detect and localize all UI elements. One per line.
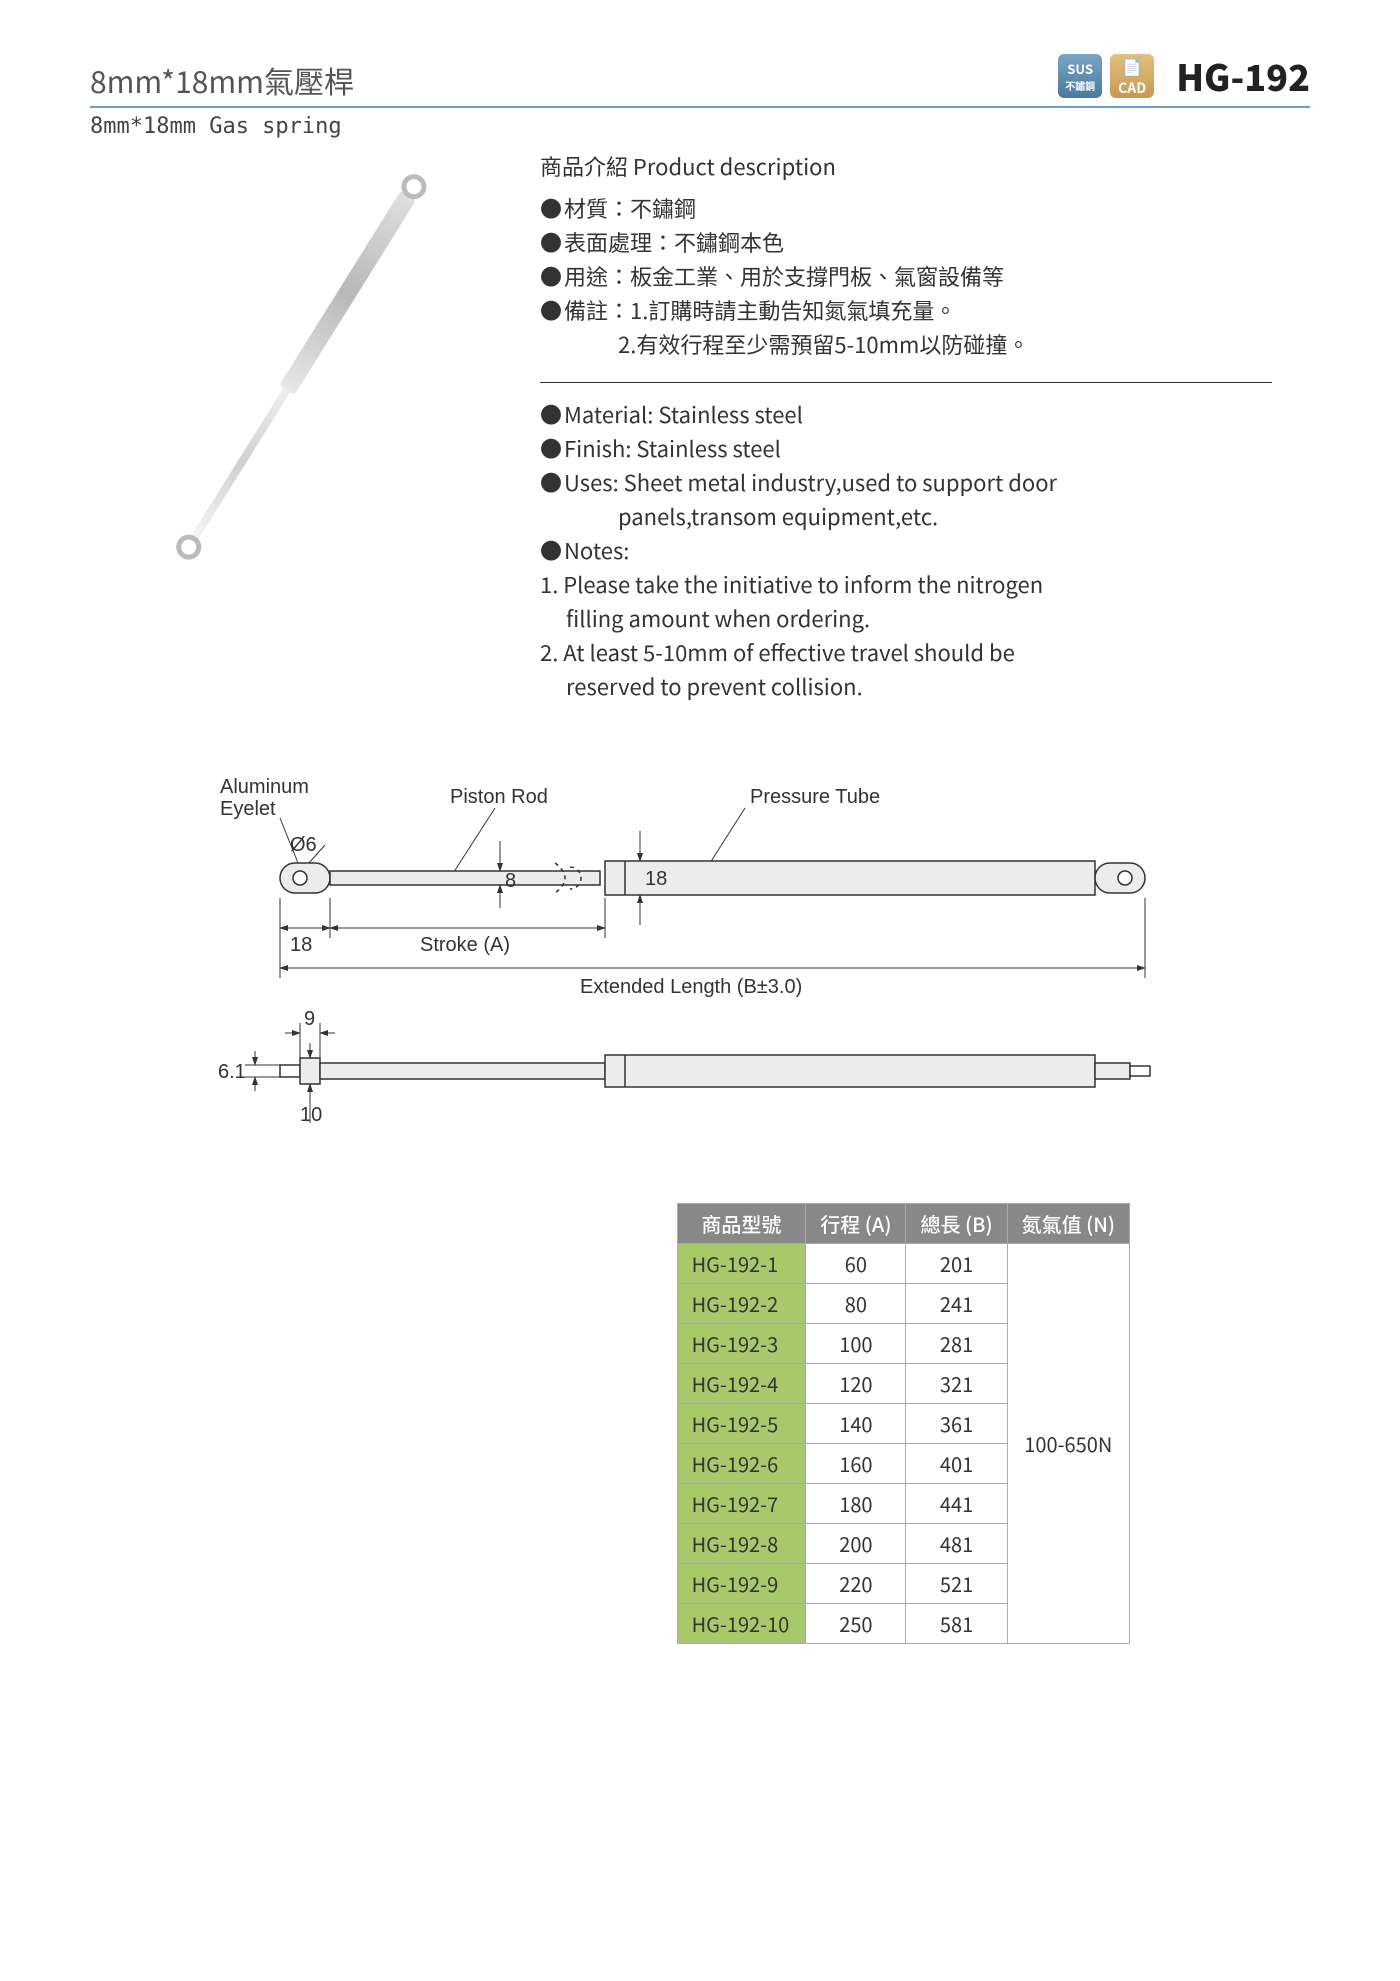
cell-length: 201 [906,1244,1007,1284]
cell-length: 581 [906,1604,1007,1644]
cn-notes-2: 2.有效行程至少需預留5-10mm以防碰撞。 [540,327,1310,361]
cell-stroke: 100 [806,1324,906,1364]
en-uses-l2: panels,transom equipment,etc. [540,499,1310,533]
cell-model: HG-192-6 [677,1444,806,1484]
th-nitrogen: 氮氣值 (N) [1007,1204,1129,1244]
dim-extended-length: Extended Length (B±3.0) [580,976,802,998]
table-row: HG-192-160201100-650N [677,1244,1129,1284]
divider [540,382,1272,383]
dim-hole-dia: Ø6 [290,834,317,856]
spec-table: 商品型號 行程 (A) 總長 (B) 氮氣值 (N) HG-192-160201… [677,1203,1130,1644]
cell-model: HG-192-7 [677,1484,806,1524]
en-note1-l1: 1. Please take the initiative to inform … [540,567,1310,601]
dim-tube-dia: 18 [645,868,667,890]
cell-stroke: 140 [806,1404,906,1444]
cell-length: 401 [906,1444,1007,1484]
top-section: 商品介紹 Product description 材質：不鏽鋼 表面處理：不鏽鋼… [90,149,1310,703]
label-aluminum-l1: Aluminum [220,776,309,798]
cell-length: 321 [906,1364,1007,1404]
cad-badge-icon: CAD [1110,54,1154,98]
sus-badge-icon: SUS 不鏽鋼 [1058,54,1102,98]
description-heading: 商品介紹 Product description [540,149,1310,183]
cn-notes-1: 備註：1.訂購時請主動告知氮氣填充量。 [540,293,1310,327]
dim-side-w: 9 [304,1008,315,1030]
en-note2-l2: reserved to prevent collision. [540,669,1310,703]
cell-model: HG-192-9 [677,1564,806,1604]
cell-model: HG-192-5 [677,1404,806,1444]
cell-stroke: 60 [806,1244,906,1284]
sus-badge-subtext: 不鏽鋼 [1065,78,1095,93]
cn-finish: 表面處理：不鏽鋼本色 [540,225,1310,259]
cell-length: 481 [906,1524,1007,1564]
dim-stroke: Stroke (A) [420,934,510,956]
en-material: Material: Stainless steel [540,397,1310,431]
dim-side-th: 10 [300,1104,322,1126]
th-model: 商品型號 [677,1204,806,1244]
label-aluminum-l2: Eyelet [220,798,276,820]
cell-length: 361 [906,1404,1007,1444]
label-piston-rod: Piston Rod [450,786,548,808]
product-photo [90,149,510,589]
cell-stroke: 160 [806,1444,906,1484]
cell-stroke: 220 [806,1564,906,1604]
cell-model: HG-192-4 [677,1364,806,1404]
cell-stroke: 180 [806,1484,906,1524]
cn-material: 材質：不鏽鋼 [540,191,1310,225]
en-note1-l2: filling amount when ordering. [540,601,1310,635]
cell-stroke: 200 [806,1524,906,1564]
table-header-row: 商品型號 行程 (A) 總長 (B) 氮氣值 (N) [677,1204,1129,1244]
header-right: SUS 不鏽鋼 CAD HG-192 [1058,50,1310,102]
cell-stroke: 250 [806,1604,906,1644]
cn-uses: 用途：板金工業、用於支撐門板、氣窗設備等 [540,259,1310,293]
cell-model: HG-192-1 [677,1244,806,1284]
en-finish: Finish: Stainless steel [540,431,1310,465]
cell-model: HG-192-8 [677,1524,806,1564]
cell-model: HG-192-3 [677,1324,806,1364]
title-chinese: 8mm*18mm氣壓桿 [90,58,354,102]
cell-length: 521 [906,1564,1007,1604]
th-length: 總長 (B) [906,1204,1007,1244]
dim-side-h: 6.1 [218,1061,246,1083]
product-description: 商品介紹 Product description 材質：不鏽鋼 表面處理：不鏽鋼… [540,149,1310,703]
cell-length: 241 [906,1284,1007,1324]
cell-model: HG-192-2 [677,1284,806,1324]
en-uses-l1: Uses: Sheet metal industry,used to suppo… [540,465,1310,499]
title-english: 8mm*18mm Gas spring [90,114,1310,139]
en-note2-l1: 2. At least 5-10mm of effective travel s… [540,635,1310,669]
sus-badge-text: SUS [1067,59,1093,78]
spec-table-wrap: 商品型號 行程 (A) 總長 (B) 氮氣值 (N) HG-192-160201… [90,1203,1310,1644]
cell-model: HG-192-10 [677,1604,806,1644]
en-notes-lead: Notes: [540,533,1310,567]
cell-stroke: 120 [806,1364,906,1404]
cell-length: 441 [906,1484,1007,1524]
dim-rod-dia: 8 [505,870,516,892]
th-stroke: 行程 (A) [806,1204,906,1244]
technical-diagram: Aluminum Eyelet Piston Rod Pressure Tube… [90,763,1310,1163]
cell-nitrogen: 100-650N [1007,1244,1129,1644]
label-pressure-tube: Pressure Tube [750,786,880,808]
dim-eyelet-flat: 18 [290,934,312,956]
cad-badge-text: CAD [1118,78,1146,98]
page-header: 8mm*18mm氣壓桿 SUS 不鏽鋼 CAD HG-192 [90,50,1310,108]
cell-length: 281 [906,1324,1007,1364]
product-code: HG-192 [1176,50,1310,102]
cell-stroke: 80 [806,1284,906,1324]
